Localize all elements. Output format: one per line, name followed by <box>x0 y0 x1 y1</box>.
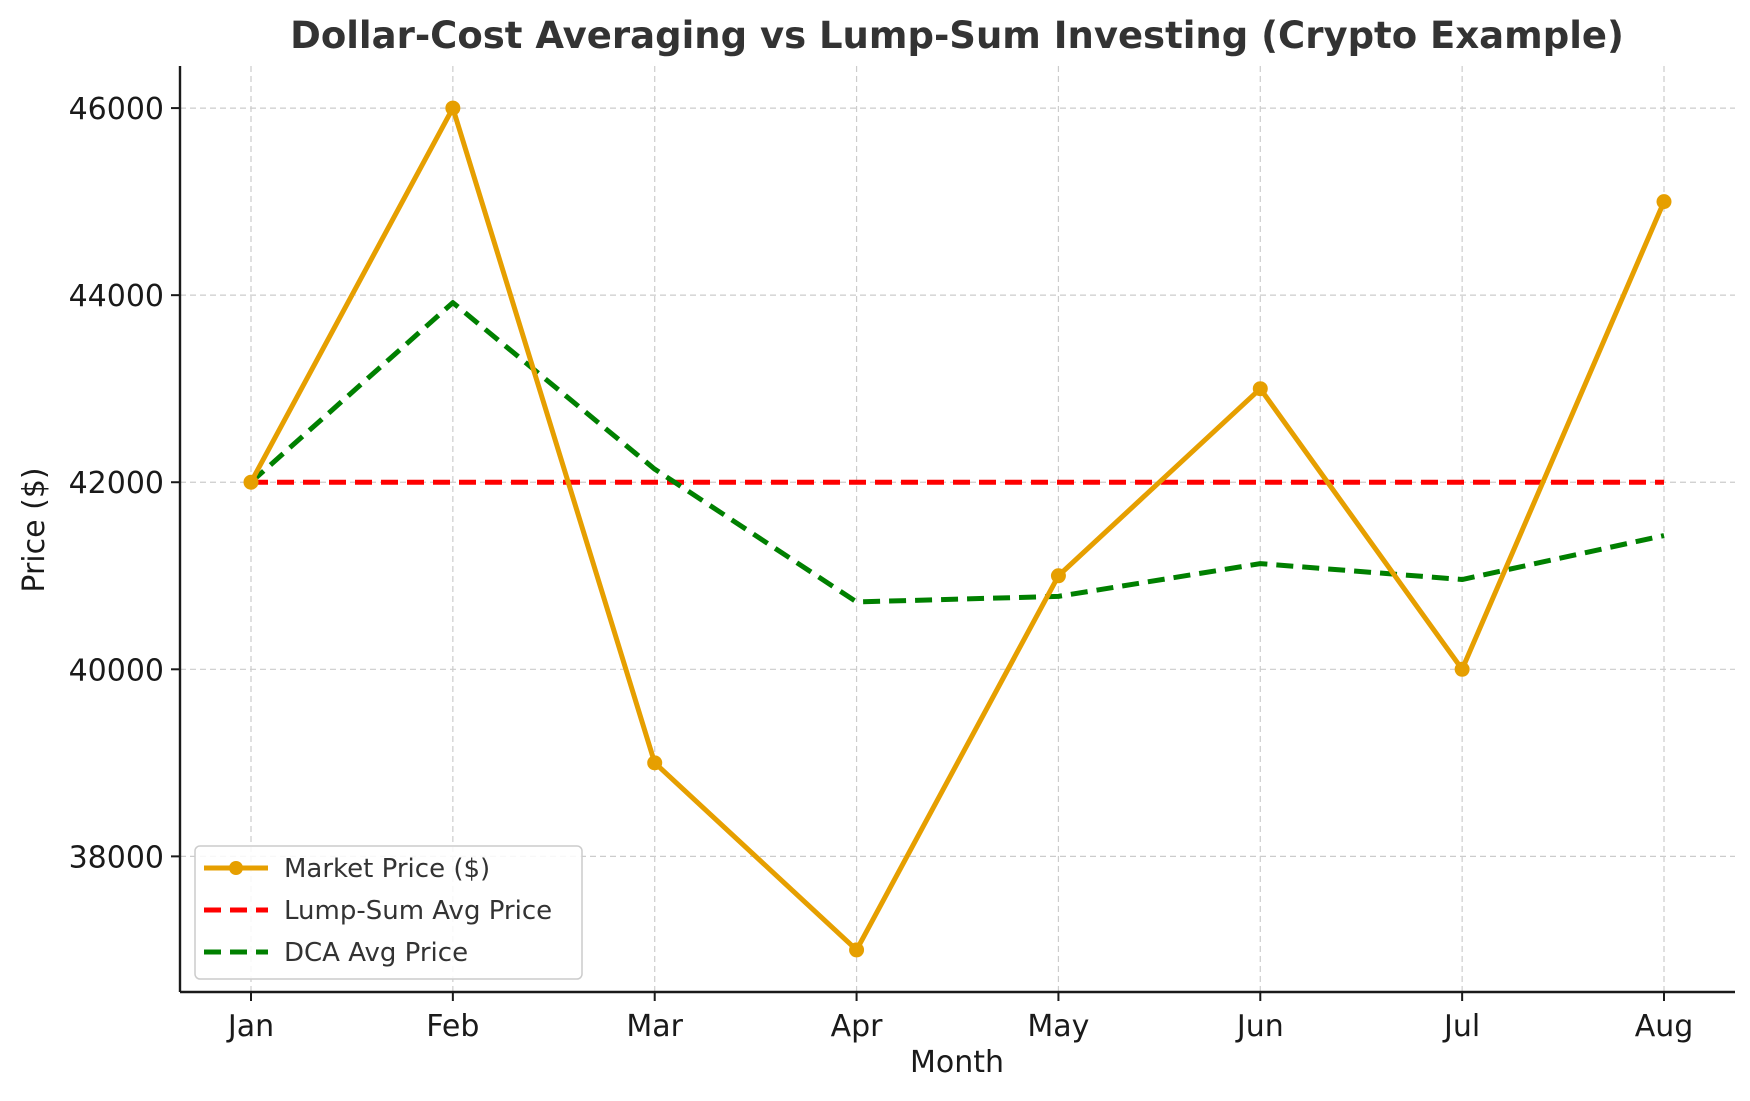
y-tick-label-40000: 40000 <box>69 653 164 688</box>
x-tick-label-may: May <box>1027 1009 1089 1044</box>
series-line-market-price <box>248 105 1667 953</box>
y-tick-label-46000: 46000 <box>69 92 164 127</box>
axes-layer: Jan Feb Mar Apr May Jun Jul Aug 38000 40000 42000 4… <box>69 66 1735 1044</box>
y-axis-label: Price ($) <box>17 467 52 592</box>
point-market-price-feb <box>445 100 461 116</box>
point-market-price-aug <box>1656 194 1672 210</box>
y-tick-label-44000: 44000 <box>69 279 164 314</box>
x-tick-label-jun: Jun <box>1235 1009 1284 1044</box>
y-tick-label-38000: 38000 <box>69 840 164 875</box>
series-line-dca-avg-price <box>249 300 1665 605</box>
x-tick-label-aug: Aug <box>1635 1009 1694 1044</box>
x-tick-label-jul: Jul <box>1442 1009 1480 1044</box>
chart-title: Dollar-Cost Averaging vs Lump-Sum Invest… <box>290 14 1624 57</box>
point-market-price-jul <box>1454 661 1470 677</box>
x-tick-label-jan: Jan <box>226 1009 274 1044</box>
legend-box <box>194 845 583 980</box>
x-tick-label-feb: Feb <box>426 1009 479 1044</box>
legend-label-market-price: Market Price ($) <box>284 854 490 884</box>
point-market-price-jan <box>243 474 259 490</box>
series-layer <box>243 100 1672 958</box>
point-market-price-may <box>1050 568 1066 584</box>
y-tick-label-42000: 42000 <box>69 466 164 501</box>
legend-marker-market-price <box>229 861 243 875</box>
legend-label-lump-sum: Lump-Sum Avg Price <box>284 896 552 926</box>
legend-label-dca: DCA Avg Price <box>284 938 468 968</box>
legend: Market Price ($) Lump-Sum Avg Price DCA … <box>194 845 583 980</box>
point-market-price-jun <box>1252 381 1268 397</box>
x-tick-label-apr: Apr <box>831 1009 884 1044</box>
point-market-price-mar <box>647 755 663 771</box>
point-market-price-apr <box>849 942 865 958</box>
x-tick-label-mar: Mar <box>626 1009 683 1044</box>
x-axis-label: Month <box>910 1045 1004 1080</box>
